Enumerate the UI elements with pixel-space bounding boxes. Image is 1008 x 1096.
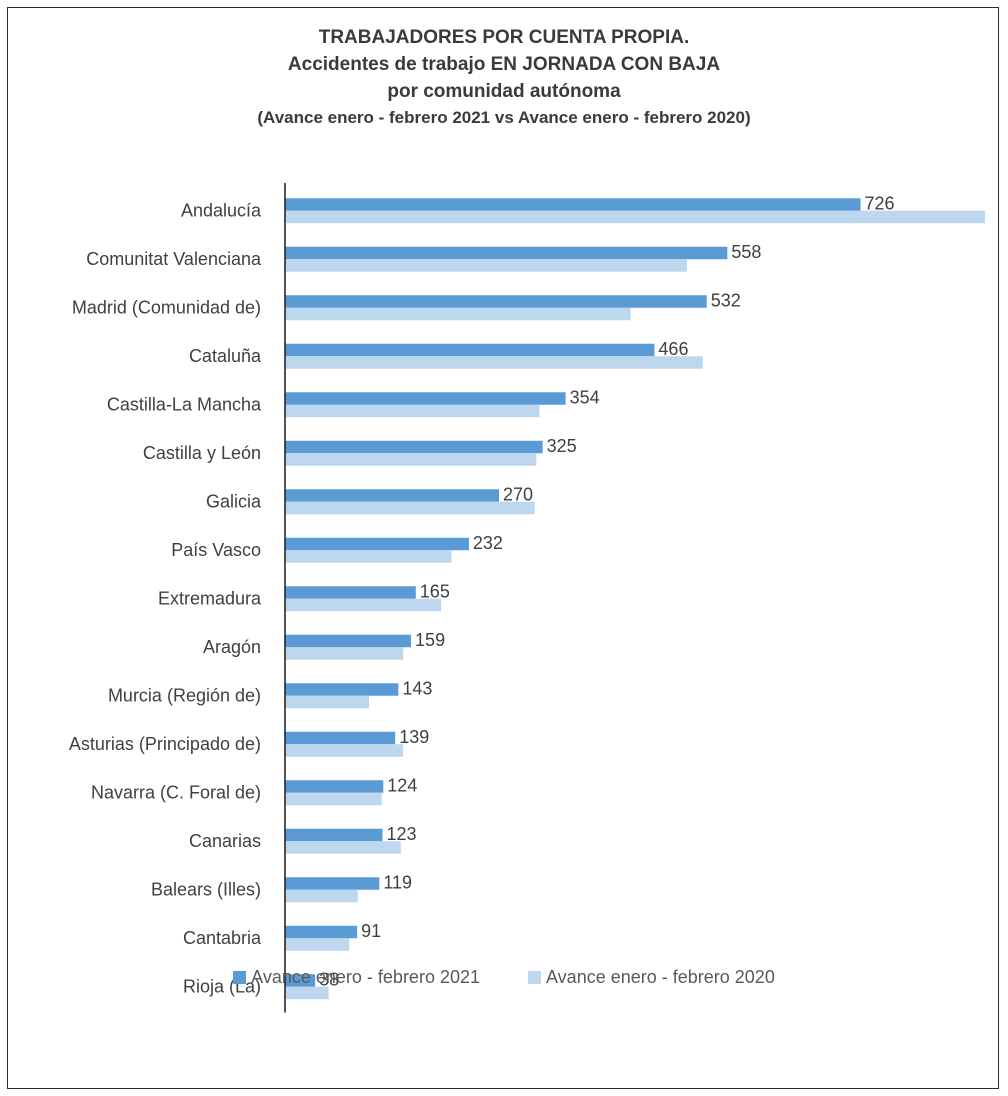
bar-2020-andalucia [285,210,985,224]
data-label-2021-castilla-y-leon: 325 [547,436,577,456]
chart-title-block: TRABAJADORES POR CUENTA PROPIA. Accident… [0,24,1008,131]
bar-2020-castilla-y-leon [285,453,537,466]
chart-title-line-1: TRABAJADORES POR CUENTA PROPIA. [318,27,690,48]
data-label-2021-cantabria: 91 [361,921,381,941]
data-label-2021-extremadura: 165 [420,581,450,601]
legend-label-2021: Avance enero - febrero 2021 [251,967,480,987]
category-label-andalucia: Andalucía [181,200,262,220]
bar-2020-navarra-c-foral-de [285,792,382,806]
data-label-2021-aragon: 159 [415,630,445,650]
legend-item-2021: Avance enero - febrero 2021 [233,967,480,988]
legend-item-2020: Avance enero - febrero 2020 [528,967,775,988]
legend-swatch-2020 [528,971,541,984]
bar-2021-murcia-region-de [285,683,399,696]
category-label-cantabria: Cantabria [183,928,262,948]
bar-2021-madrid-comunidad-de [285,295,707,308]
bar-2021-navarra-c-foral-de [285,780,384,793]
category-label-balears-illes: Balears (Illes) [151,879,261,899]
bar-2021-andalucia [285,198,861,211]
data-label-2021-castilla-la-mancha: 354 [570,387,600,407]
bar-2020-madrid-comunidad-de [285,307,631,321]
bar-2021-castilla-y-leon [285,440,543,454]
bar-2020-cantabria [285,938,350,951]
bar-2021-asturias-principado-de [285,731,396,745]
bar-2020-rioja-la [285,986,329,1000]
category-label-asturias-principado-de: Asturias (Principado de) [69,734,261,754]
data-label-2021-rioja-la: 38 [319,969,339,989]
category-label-cataluna: Cataluña [189,346,262,366]
category-label-aragon: Aragón [203,637,261,657]
legend-label-2020: Avance enero - febrero 2020 [546,967,775,987]
data-label-2021-balears-illes: 119 [383,872,412,892]
category-label-madrid-comunidad-de: Madrid (Comunidad de) [72,297,261,317]
category-label-castilla-y-leon: Castilla y León [143,443,261,463]
category-label-pais-vasco: País Vasco [171,540,261,560]
chart-legend: Avance enero - febrero 2021 Avance enero… [0,967,1008,988]
chart-frame [7,7,999,1089]
bar-2021-cataluna [285,343,655,357]
category-label-navarra-c-foral-de: Navarra (C. Foral de) [91,782,261,802]
category-label-castilla-la-mancha: Castilla-La Mancha [107,394,262,414]
data-label-2021-murcia-region-de: 143 [402,678,432,698]
bar-2021-rioja-la [285,974,316,987]
data-label-2021-andalucia: 726 [865,193,895,213]
bar-2021-comunitat-valenciana [285,246,728,260]
bar-2021-pais-vasco [285,537,469,551]
bar-2020-balears-illes [285,889,358,903]
category-label-galicia: Galicia [206,491,262,511]
category-label-murcia-region-de: Murcia (Región de) [108,685,261,705]
bar-2020-aragon [285,647,404,660]
bar-2021-balears-illes [285,877,380,890]
data-label-2021-madrid-comunidad-de: 532 [711,290,741,310]
data-label-2021-canarias: 123 [387,824,417,844]
data-label-2021-navarra-c-foral-de: 124 [387,775,417,795]
chart-title-line-2: Accidentes de trabajo EN JORNADA CON BAJ… [287,54,721,75]
bar-2021-canarias [285,828,383,842]
bar-2020-galicia [285,501,535,515]
data-label-2021-comunitat-valenciana: 558 [731,242,761,262]
data-label-2021-cataluna: 466 [658,339,688,359]
bar-2020-murcia-region-de [285,695,370,709]
bar-2020-extremadura [285,598,442,612]
category-label-extremadura: Extremadura [158,588,262,608]
bar-2020-pais-vasco [285,550,452,563]
bar-2021-extremadura [285,586,416,599]
category-label-comunitat-valenciana: Comunitat Valenciana [86,249,262,269]
legend-swatch-2021 [233,971,247,984]
bar-2020-cataluna [285,356,703,369]
chart-title-line-3: por comunidad autónoma [387,81,621,102]
data-label-2021-pais-vasco: 232 [473,533,503,553]
category-label-canarias: Canarias [189,831,261,851]
data-label-2021-asturias-principado-de: 139 [399,727,429,747]
bar-2021-galicia [285,489,500,502]
chart-subtitle: (Avance enero - febrero 2021 vs Avance e… [257,108,751,127]
bar-2020-asturias-principado-de [285,744,404,757]
bar-2021-castilla-la-mancha [285,392,566,405]
bar-2021-cantabria [285,925,358,939]
data-label-2021-galicia: 270 [503,484,533,504]
bar-2020-canarias [285,841,401,854]
bar-2020-comunitat-valenciana [285,259,687,272]
bar-2020-castilla-la-mancha [285,404,540,418]
bar-2021-aragon [285,634,412,648]
